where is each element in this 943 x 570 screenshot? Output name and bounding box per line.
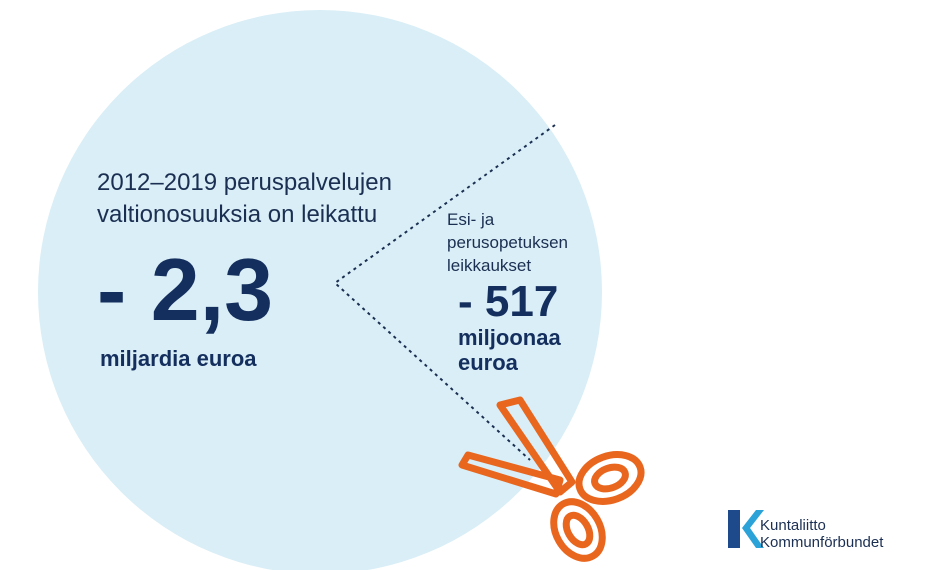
intro-line: 2012–2019 peruspalvelujen bbox=[97, 169, 392, 196]
figure-unit: miljardia euroa bbox=[100, 346, 257, 371]
headline-figure: - 2,3 bbox=[97, 240, 273, 339]
slice-intro: leikkaukset bbox=[447, 256, 531, 275]
slice-intro: Esi- ja bbox=[447, 210, 495, 229]
scissors-icon bbox=[458, 396, 645, 562]
slice-figure: - 517 bbox=[458, 277, 558, 326]
budget-circle bbox=[38, 10, 602, 570]
slice-intro: perusopetuksen bbox=[447, 233, 568, 252]
logo-text: Kuntaliitto bbox=[760, 517, 826, 534]
slice-unit: euroa bbox=[458, 350, 519, 375]
slice-unit: miljoonaa bbox=[458, 325, 561, 350]
logo-text: Kommunförbundet bbox=[760, 534, 884, 551]
logo-mark bbox=[728, 510, 764, 548]
intro-line: valtionosuuksia on leikattu bbox=[97, 201, 377, 228]
